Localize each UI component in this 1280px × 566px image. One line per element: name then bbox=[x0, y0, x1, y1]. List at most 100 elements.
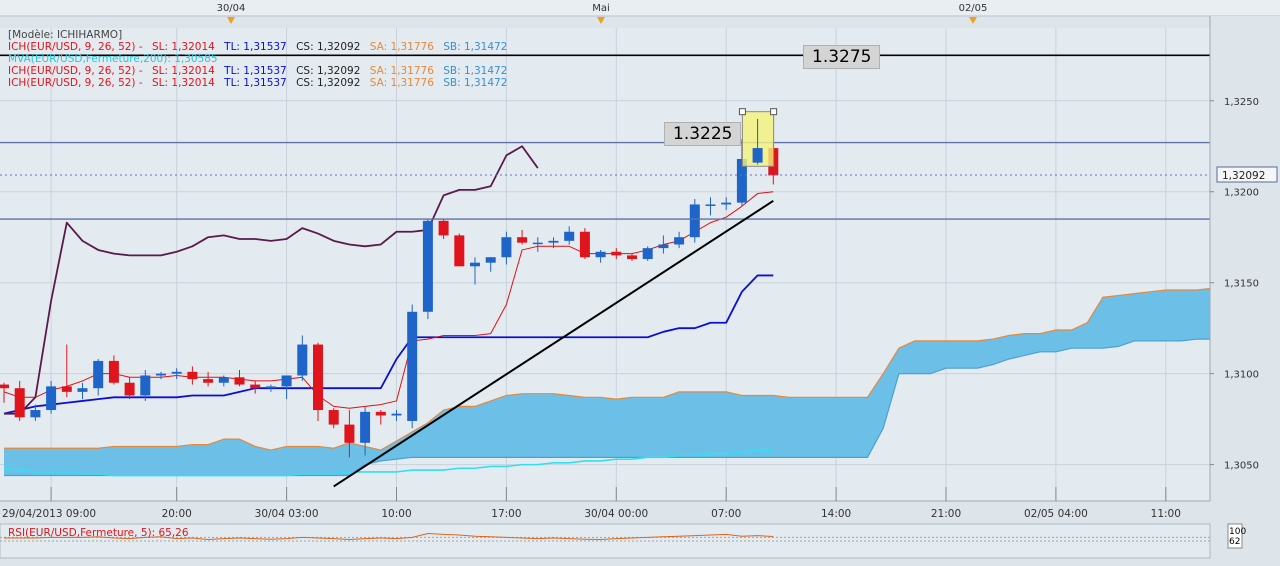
candle-body-33 bbox=[517, 237, 528, 243]
candle-body-40 bbox=[627, 255, 637, 260]
candle-body-8 bbox=[124, 382, 135, 396]
x-tick-label-4: 17:00 bbox=[491, 508, 521, 520]
candle-body-30 bbox=[470, 262, 480, 267]
rsi-line bbox=[4, 532, 774, 541]
level-label-1-3275[interactable]: 1.3275 bbox=[803, 45, 881, 69]
chikou-span-line bbox=[4, 145, 539, 415]
candle-body-41 bbox=[642, 248, 653, 260]
candle-body-44 bbox=[689, 204, 700, 238]
legend-row-1-name: ICH(EUR/USD, 9, 26, 52) - bbox=[8, 41, 143, 53]
candle-body-32 bbox=[501, 237, 512, 258]
legend-row-1-cs: CS: 1,32092 bbox=[296, 41, 361, 53]
legend-row-4-sa: SA: 1,31776 bbox=[369, 77, 434, 89]
candle-body-14 bbox=[218, 377, 229, 383]
rsi-label: RSI(EUR/USD,Fermeture, 5): 65,26 bbox=[8, 527, 189, 539]
candle-body-10 bbox=[156, 373, 166, 376]
candle-body-27 bbox=[422, 220, 433, 312]
legend-row-2: MVA(EUR/USD,Fermeture,200): 1,30585 bbox=[8, 53, 513, 65]
ichimoku-cloud-bull-0 bbox=[4, 277, 1280, 476]
x-tick-label-3: 10:00 bbox=[381, 508, 411, 520]
legend-row-3-sb: SB: 1,31472 bbox=[443, 65, 508, 77]
y-axis-area bbox=[1210, 16, 1280, 516]
candle-body-28 bbox=[438, 220, 449, 236]
legend-row-3: ICH(EUR/USD, 9, 26, 52) - SL: 1,32014 TL… bbox=[8, 65, 513, 77]
header-date-1: Mai bbox=[592, 3, 610, 14]
candle-body-47 bbox=[736, 158, 747, 203]
y-tick-label-2: 1,3150 bbox=[1224, 279, 1259, 290]
highlight-handle-1[interactable] bbox=[770, 108, 778, 116]
y-tick-label-3: 1,3200 bbox=[1224, 188, 1259, 199]
legend-row-3-name: ICH(EUR/USD, 9, 26, 52) - bbox=[8, 65, 143, 77]
candle-body-42 bbox=[658, 244, 669, 249]
x-tick-label-0: 29/04/2013 09:00 bbox=[2, 508, 96, 520]
candle-body-45 bbox=[705, 204, 716, 206]
candle-body-11 bbox=[171, 371, 182, 374]
header-date-marker-2 bbox=[969, 17, 977, 24]
header-date-2: 02/05 bbox=[959, 3, 988, 14]
date-header-bar bbox=[0, 0, 1280, 16]
x-tick-label-5: 30/04 00:00 bbox=[584, 508, 648, 520]
candle-body-13 bbox=[203, 379, 214, 383]
candle-body-7 bbox=[108, 360, 119, 383]
legend-model: [Modèle: ICHIHARMO] bbox=[8, 29, 123, 41]
y-tick-label-4: 1,3250 bbox=[1224, 97, 1259, 108]
candle-body-5 bbox=[77, 388, 88, 392]
candle-body-18 bbox=[281, 375, 292, 387]
legend-row-4-sl: SL: 1,32014 bbox=[152, 77, 215, 89]
header-date-0: 30/04 bbox=[217, 3, 246, 14]
legend-row-3-sa: SA: 1,31776 bbox=[369, 65, 434, 77]
candle-body-38 bbox=[595, 251, 606, 258]
x-tick-label-10: 11:00 bbox=[1151, 508, 1181, 520]
candle-body-0 bbox=[0, 384, 9, 389]
candle-body-19 bbox=[297, 344, 308, 376]
candle-body-37 bbox=[579, 231, 590, 258]
x-tick-label-2: 30/04 03:00 bbox=[255, 508, 319, 520]
trendline[interactable] bbox=[333, 199, 774, 488]
candle-body-20 bbox=[313, 344, 323, 411]
candle-body-17 bbox=[265, 386, 276, 389]
candle-body-24 bbox=[375, 411, 386, 416]
candle-body-25 bbox=[391, 413, 402, 416]
candle-body-16 bbox=[250, 384, 261, 389]
legend-row-4-name: ICH(EUR/USD, 9, 26, 52) - bbox=[8, 77, 143, 89]
price-tag-box bbox=[1216, 166, 1278, 183]
legend-row-1-sl: SL: 1,32014 bbox=[152, 41, 215, 53]
legend-row-3-sl: SL: 1,32014 bbox=[152, 65, 215, 77]
candle-body-36 bbox=[564, 231, 575, 241]
candle-body-34 bbox=[532, 242, 543, 245]
candle-body-26 bbox=[407, 311, 418, 421]
candle-body-1 bbox=[14, 388, 25, 418]
candle-body-4 bbox=[61, 386, 72, 392]
candle-body-22 bbox=[344, 424, 355, 443]
price-tag-label: 1,32092 bbox=[1222, 170, 1265, 182]
candle-body-6 bbox=[93, 360, 104, 389]
legend-row-3-cs: CS: 1,32092 bbox=[296, 65, 361, 77]
highlight-handle-0[interactable] bbox=[738, 108, 746, 116]
candle-body-29 bbox=[454, 235, 465, 267]
candle-body-46 bbox=[721, 202, 732, 205]
header-date-marker-0 bbox=[227, 17, 235, 24]
legend-row-4-tl: TL: 1,31537 bbox=[224, 77, 287, 89]
candle-body-15 bbox=[234, 377, 245, 385]
candle-body-39 bbox=[611, 251, 622, 256]
indicator-legend: [Modèle: ICHIHARMO] ICH(EUR/USD, 9, 26, … bbox=[8, 29, 513, 89]
header-date-marker-1 bbox=[597, 17, 605, 24]
rsi-scale-top: 100 bbox=[1229, 527, 1246, 537]
rsi-scale-mid: 62 bbox=[1229, 537, 1240, 547]
legend-row-1-sa: SA: 1,31776 bbox=[369, 41, 434, 53]
legend-row-1-sb: SB: 1,31472 bbox=[443, 41, 508, 53]
candle-body-31 bbox=[485, 257, 496, 263]
x-tick-label-8: 21:00 bbox=[931, 508, 961, 520]
y-tick-label-1: 1,3100 bbox=[1224, 370, 1259, 381]
y-tick-label-0: 1,3050 bbox=[1224, 461, 1259, 472]
candle-body-43 bbox=[674, 237, 685, 245]
candle-body-23 bbox=[360, 411, 371, 443]
rsi-scale-box bbox=[1227, 523, 1243, 549]
x-tick-label-6: 07:00 bbox=[711, 508, 741, 520]
level-label-1-3225[interactable]: 1.3225 bbox=[664, 122, 742, 146]
legend-row-3-tl: TL: 1,31537 bbox=[224, 65, 287, 77]
legend-row-4: ICH(EUR/USD, 9, 26, 52) - SL: 1,32014 TL… bbox=[8, 77, 513, 89]
candle-body-3 bbox=[46, 386, 57, 411]
